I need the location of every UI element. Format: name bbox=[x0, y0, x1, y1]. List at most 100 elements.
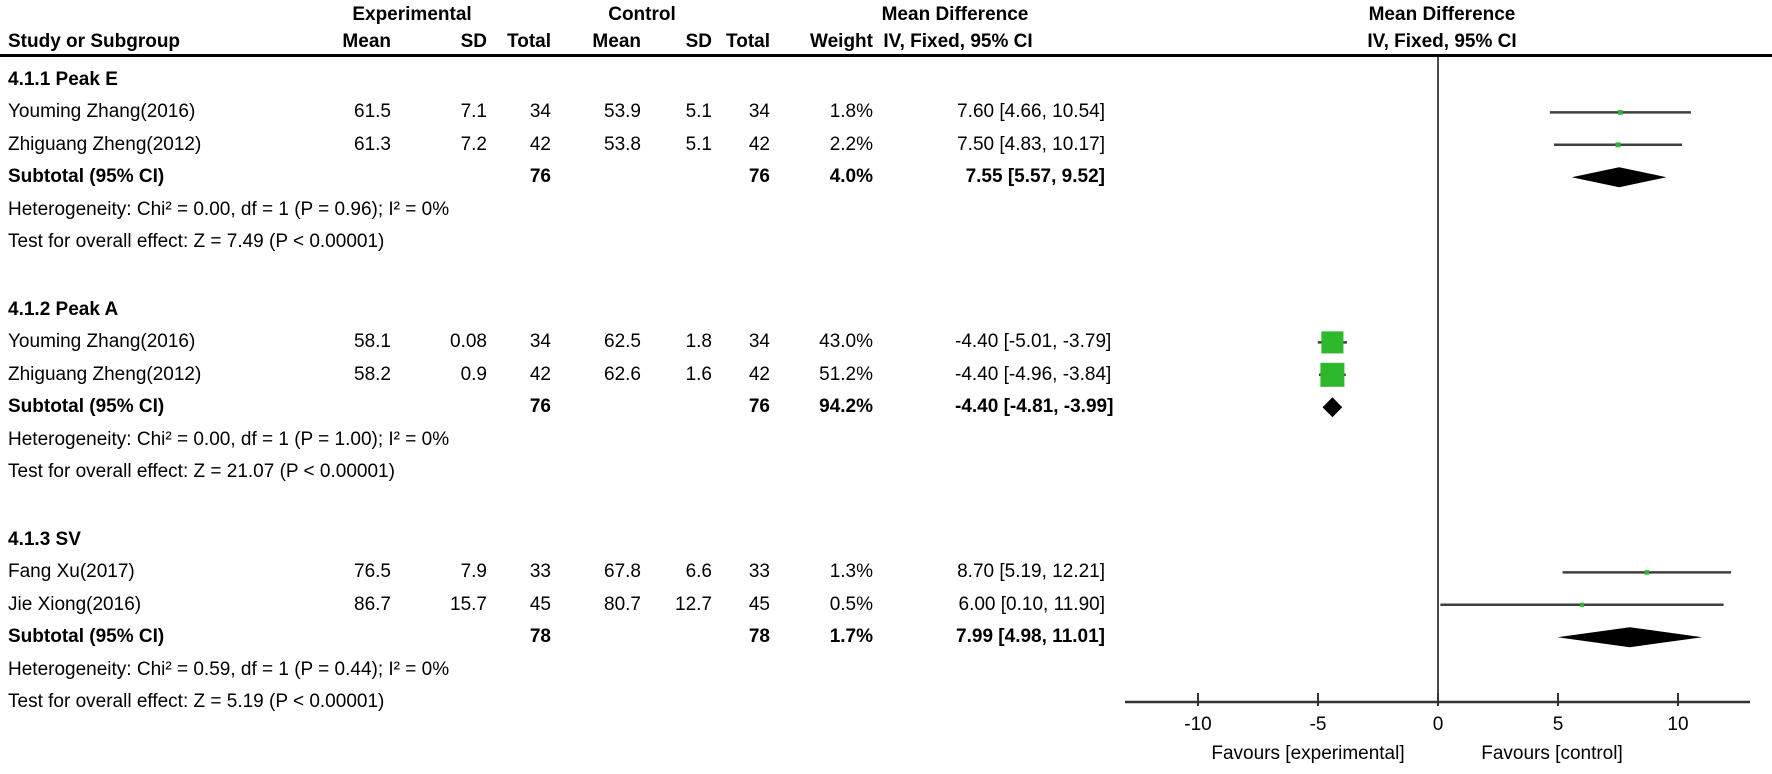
cell-sd-e: 0.08 bbox=[450, 331, 487, 352]
cell-mean-c: 67.8 bbox=[604, 561, 641, 582]
cell-weight: 51.2% bbox=[819, 364, 873, 385]
cell-mean-c: 62.6 bbox=[604, 364, 641, 385]
cell-total-c: 42 bbox=[748, 134, 770, 155]
subtotal-label: Subtotal (95% CI) bbox=[8, 166, 165, 187]
tick-label: -10 bbox=[1184, 714, 1211, 735]
header-group-control: Control bbox=[608, 4, 676, 25]
cell-sd-e: 7.9 bbox=[460, 561, 487, 582]
header-col-total-e: Total bbox=[507, 31, 551, 52]
subgroup-heading: 4.1.1 Peak E bbox=[8, 69, 118, 90]
cell-sd-c: 1.6 bbox=[685, 364, 712, 385]
header-method-left: IV, Fixed, 95% CI bbox=[883, 31, 1033, 52]
subtotal-cell-total-e: 78 bbox=[529, 626, 551, 647]
cell-weight: 1.3% bbox=[829, 561, 873, 582]
cell-sd-e: 15.7 bbox=[450, 594, 487, 615]
overall-effect-line: Test for overall effect: Z = 21.07 (P < … bbox=[8, 461, 395, 482]
subtotal-diamond bbox=[1557, 627, 1703, 648]
cell-sd-c: 12.7 bbox=[675, 594, 712, 615]
cell-sd-e: 0.9 bbox=[460, 364, 487, 385]
cell-mean-c: 53.9 bbox=[604, 101, 641, 122]
tick-label: 5 bbox=[1553, 714, 1564, 735]
subtotal-diamond bbox=[1571, 167, 1667, 188]
subtotal-cell-total-e: 76 bbox=[529, 396, 551, 417]
heterogeneity-line: Heterogeneity: Chi² = 0.00, df = 1 (P = … bbox=[8, 199, 450, 220]
cell-sd-e: 7.2 bbox=[460, 134, 487, 155]
header-group-experimental: Experimental bbox=[352, 4, 472, 25]
subtotal-cell-total-e: 76 bbox=[529, 166, 551, 187]
study-name: Youming Zhang(2016) bbox=[8, 331, 196, 352]
tick-label: 0 bbox=[1433, 714, 1444, 735]
cell-total-c: 34 bbox=[748, 101, 770, 122]
cell-mean-e: 76.5 bbox=[354, 561, 391, 582]
cell-total-e: 34 bbox=[529, 331, 551, 352]
cell-weight: 43.0% bbox=[819, 331, 873, 352]
subtotal-cell-total-c: 78 bbox=[748, 626, 770, 647]
cell-total-e: 42 bbox=[529, 364, 551, 385]
cell-ci-text: 8.70 [5.19, 12.21] bbox=[957, 561, 1105, 582]
cell-ci-text: 7.60 [4.66, 10.54] bbox=[957, 101, 1105, 122]
point-estimate-marker bbox=[1320, 362, 1345, 387]
heterogeneity-line: Heterogeneity: Chi² = 0.00, df = 1 (P = … bbox=[8, 429, 450, 450]
cell-sd-c: 5.1 bbox=[685, 101, 712, 122]
cell-mean-e: 58.1 bbox=[354, 331, 391, 352]
favours-right-label: Favours [control] bbox=[1481, 743, 1623, 764]
subtotal-cell-total-c: 76 bbox=[748, 396, 770, 417]
study-name: Zhiguang Zheng(2012) bbox=[8, 364, 202, 385]
cell-total-e: 42 bbox=[529, 134, 551, 155]
cell-mean-e: 61.5 bbox=[354, 101, 391, 122]
cell-ci-text: 6.00 [0.10, 11.90] bbox=[958, 594, 1106, 615]
cell-sd-c: 1.8 bbox=[685, 331, 712, 352]
favours-left-label: Favours [experimental] bbox=[1211, 743, 1404, 764]
header-col-sd-e: SD bbox=[460, 31, 487, 52]
cell-mean-e: 61.3 bbox=[354, 134, 391, 155]
study-name: Jie Xiong(2016) bbox=[8, 594, 142, 615]
cell-total-c: 34 bbox=[748, 331, 770, 352]
cell-ci-text: 7.50 [4.83, 10.17] bbox=[957, 134, 1105, 155]
subtotal-label: Subtotal (95% CI) bbox=[8, 396, 165, 417]
cell-total-c: 33 bbox=[748, 561, 770, 582]
subtotal-cell-total-c: 76 bbox=[748, 166, 770, 187]
subtotal-label: Subtotal (95% CI) bbox=[8, 626, 165, 647]
cell-weight: 0.5% bbox=[829, 594, 873, 615]
header-col-weight: Weight bbox=[810, 31, 873, 52]
point-estimate-marker bbox=[1618, 110, 1623, 115]
cell-total-c: 42 bbox=[748, 364, 770, 385]
header-effect-right: Mean Difference bbox=[1368, 4, 1516, 25]
header-effect-left: Mean Difference bbox=[881, 4, 1029, 25]
cell-sd-c: 5.1 bbox=[685, 134, 712, 155]
tick-label: 10 bbox=[1667, 714, 1688, 735]
cell-mean-c: 62.5 bbox=[604, 331, 641, 352]
cell-mean-e: 58.2 bbox=[354, 364, 391, 385]
header-col-mean-c: Mean bbox=[592, 31, 641, 52]
cell-ci-text: -4.40 [-5.01, -3.79] bbox=[955, 331, 1112, 352]
heterogeneity-line: Heterogeneity: Chi² = 0.59, df = 1 (P = … bbox=[8, 659, 450, 680]
point-estimate-marker bbox=[1644, 570, 1650, 575]
cell-mean-c: 53.8 bbox=[604, 134, 641, 155]
cell-weight: 1.8% bbox=[829, 101, 873, 122]
overall-effect-line: Test for overall effect: Z = 7.49 (P < 0… bbox=[8, 231, 385, 252]
cell-weight: 2.2% bbox=[829, 134, 873, 155]
point-estimate-marker bbox=[1579, 602, 1585, 607]
subtotal-cell-ci-text: -4.40 [-4.81, -3.99] bbox=[955, 396, 1114, 417]
point-estimate-marker bbox=[1321, 331, 1344, 354]
cell-mean-c: 80.7 bbox=[604, 594, 641, 615]
subtotal-cell-ci-text: 7.55 [5.57, 9.52] bbox=[965, 166, 1105, 187]
header-study-col: Study or Subgroup bbox=[8, 31, 181, 52]
tick-label: -5 bbox=[1310, 714, 1327, 735]
study-name: Fang Xu(2017) bbox=[8, 561, 135, 582]
subtotal-cell-weight: 4.0% bbox=[829, 166, 873, 187]
cell-sd-e: 7.1 bbox=[460, 101, 487, 122]
header-col-mean-e: Mean bbox=[342, 31, 391, 52]
header-method-right: IV, Fixed, 95% CI bbox=[1367, 31, 1517, 52]
subtotal-diamond bbox=[1322, 397, 1343, 418]
cell-mean-e: 86.7 bbox=[354, 594, 391, 615]
cell-total-e: 34 bbox=[529, 101, 551, 122]
study-name: Zhiguang Zheng(2012) bbox=[8, 134, 202, 155]
cell-total-e: 45 bbox=[529, 594, 551, 615]
study-name: Youming Zhang(2016) bbox=[8, 101, 196, 122]
point-estimate-marker bbox=[1615, 142, 1621, 148]
subtotal-cell-weight: 1.7% bbox=[829, 626, 873, 647]
cell-ci-text: -4.40 [-4.96, -3.84] bbox=[955, 364, 1112, 385]
cell-total-e: 33 bbox=[529, 561, 551, 582]
